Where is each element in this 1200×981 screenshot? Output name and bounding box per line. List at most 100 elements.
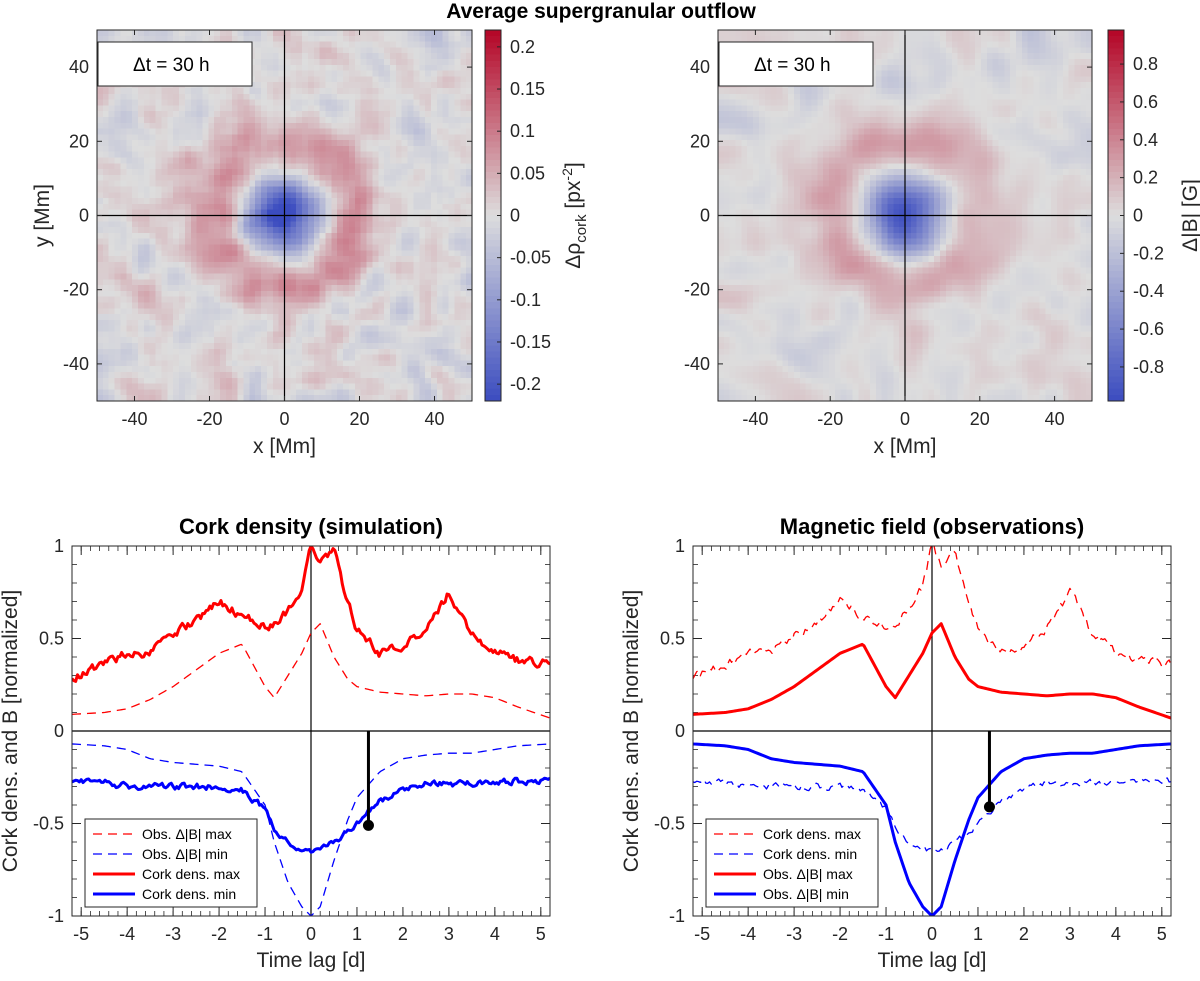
heatmap-cell: [272, 366, 280, 373]
heatmap-cell: [149, 192, 157, 199]
heatmap-cell: [261, 290, 268, 298]
heatmap-cell: [1086, 41, 1093, 48]
heatmap-cell: [190, 348, 198, 356]
heatmap-cell: [290, 296, 297, 304]
heatmap-cell: [384, 192, 391, 199]
heatmap-cell: [343, 302, 350, 309]
heatmap-cell: [378, 93, 385, 101]
heatmap-cell: [184, 377, 192, 385]
heatmap-cell: [179, 192, 186, 199]
heatmap-cell: [1080, 30, 1087, 37]
heatmap-cell: [395, 238, 403, 246]
heatmap-cell: [108, 372, 116, 379]
heatmap-cell: [266, 145, 274, 153]
heatmap-cell: [1062, 35, 1070, 43]
heatmap-cell: [899, 87, 906, 95]
heatmap-cell: [155, 186, 163, 193]
heatmap-cell: [384, 157, 391, 164]
heatmap-cell: [442, 360, 450, 367]
heatmap-cell: [302, 250, 309, 257]
heatmap-cell: [208, 296, 215, 304]
heatmap-cell: [378, 82, 385, 89]
heatmap-cell: [132, 331, 139, 338]
heatmap-cell: [278, 163, 286, 170]
heatmap-cell: [460, 134, 467, 141]
heatmap-cell: [307, 395, 315, 402]
heatmap-cell: [173, 203, 180, 211]
heatmap-cell: [138, 215, 145, 222]
heatmap-cell: [261, 250, 268, 257]
heatmap-cell: [1021, 93, 1029, 101]
heatmap-cell: [266, 372, 274, 379]
heatmap-cell: [173, 325, 180, 333]
heatmap-cell: [278, 111, 286, 118]
heatmap-cell: [225, 290, 233, 298]
heatmap-cell: [430, 221, 438, 228]
heatmap-cell: [155, 99, 163, 106]
heatmap-cell: [202, 238, 209, 246]
heatmap-cell: [102, 279, 110, 286]
heatmap-cell: [348, 395, 356, 402]
heatmap-cell: [173, 261, 180, 269]
figure-suptitle: Average supergranular outflow: [446, 0, 756, 23]
heatmap-cell: [202, 203, 209, 211]
heatmap-cell: [243, 35, 250, 43]
heatmap-cell: [372, 128, 379, 135]
heatmap-cell: [97, 244, 104, 251]
heatmap-cell: [875, 53, 883, 60]
colorbar-segment: [485, 345, 501, 353]
heatmap-cell: [313, 53, 321, 60]
heatmap-cell: [184, 261, 192, 269]
heatmap-cell: [272, 319, 280, 327]
heatmap-cell: [313, 285, 321, 292]
heatmap-cell: [430, 372, 438, 379]
heatmap-cell: [231, 337, 239, 344]
heatmap-cell: [138, 354, 145, 362]
heatmap-cell: [202, 372, 209, 379]
heatmap-cell: [425, 134, 432, 141]
heatmap-cell: [126, 35, 133, 43]
heatmap-cell: [360, 134, 368, 141]
heatmap-cell: [307, 273, 315, 280]
heatmap-cell: [307, 209, 315, 217]
heatmap-cell: [366, 41, 373, 48]
heatmap-cell: [401, 203, 409, 211]
heatmap-cell: [278, 99, 286, 106]
heatmap-cell: [97, 203, 104, 211]
heatmap-cell: [934, 47, 941, 54]
heatmap-cell: [430, 87, 438, 95]
heatmap-cell: [413, 261, 420, 269]
heatmap-cell: [389, 192, 397, 199]
heatmap-cell: [167, 122, 174, 130]
heatmap-cell: [132, 198, 139, 205]
heatmap-cell: [366, 366, 373, 373]
heatmap-cell: [436, 111, 444, 118]
heatmap-cell: [266, 140, 274, 147]
heatmap-cell: [302, 244, 309, 251]
heatmap-cell: [436, 267, 444, 275]
heatmap-cell: [225, 192, 233, 199]
heatmap-cell: [184, 105, 192, 112]
heatmap-cell: [343, 41, 350, 48]
heatmap-cell: [413, 134, 420, 141]
heatmap-cell: [331, 134, 338, 141]
heatmap-cell: [331, 192, 338, 199]
heatmap-cell: [237, 215, 245, 222]
heatmap-cell: [360, 180, 368, 188]
heatmap-cell: [343, 174, 350, 182]
heatmap-cell: [161, 169, 168, 176]
heatmap-cell: [161, 30, 168, 37]
heatmap-cell: [905, 70, 912, 77]
heatmap-cell: [190, 395, 198, 402]
heatmap-cell: [343, 232, 350, 240]
heatmap-cell: [143, 296, 151, 304]
heatmap-cell: [360, 82, 368, 89]
heatmap-cell: [272, 174, 280, 182]
heatmap-cell: [138, 105, 145, 112]
heatmap-cell: [220, 267, 227, 275]
heatmap-cell: [331, 99, 338, 106]
heatmap-cell: [261, 348, 268, 356]
heatmap-cell: [261, 331, 268, 338]
heatmap-cell: [237, 308, 245, 315]
heatmap-cell: [430, 134, 438, 141]
